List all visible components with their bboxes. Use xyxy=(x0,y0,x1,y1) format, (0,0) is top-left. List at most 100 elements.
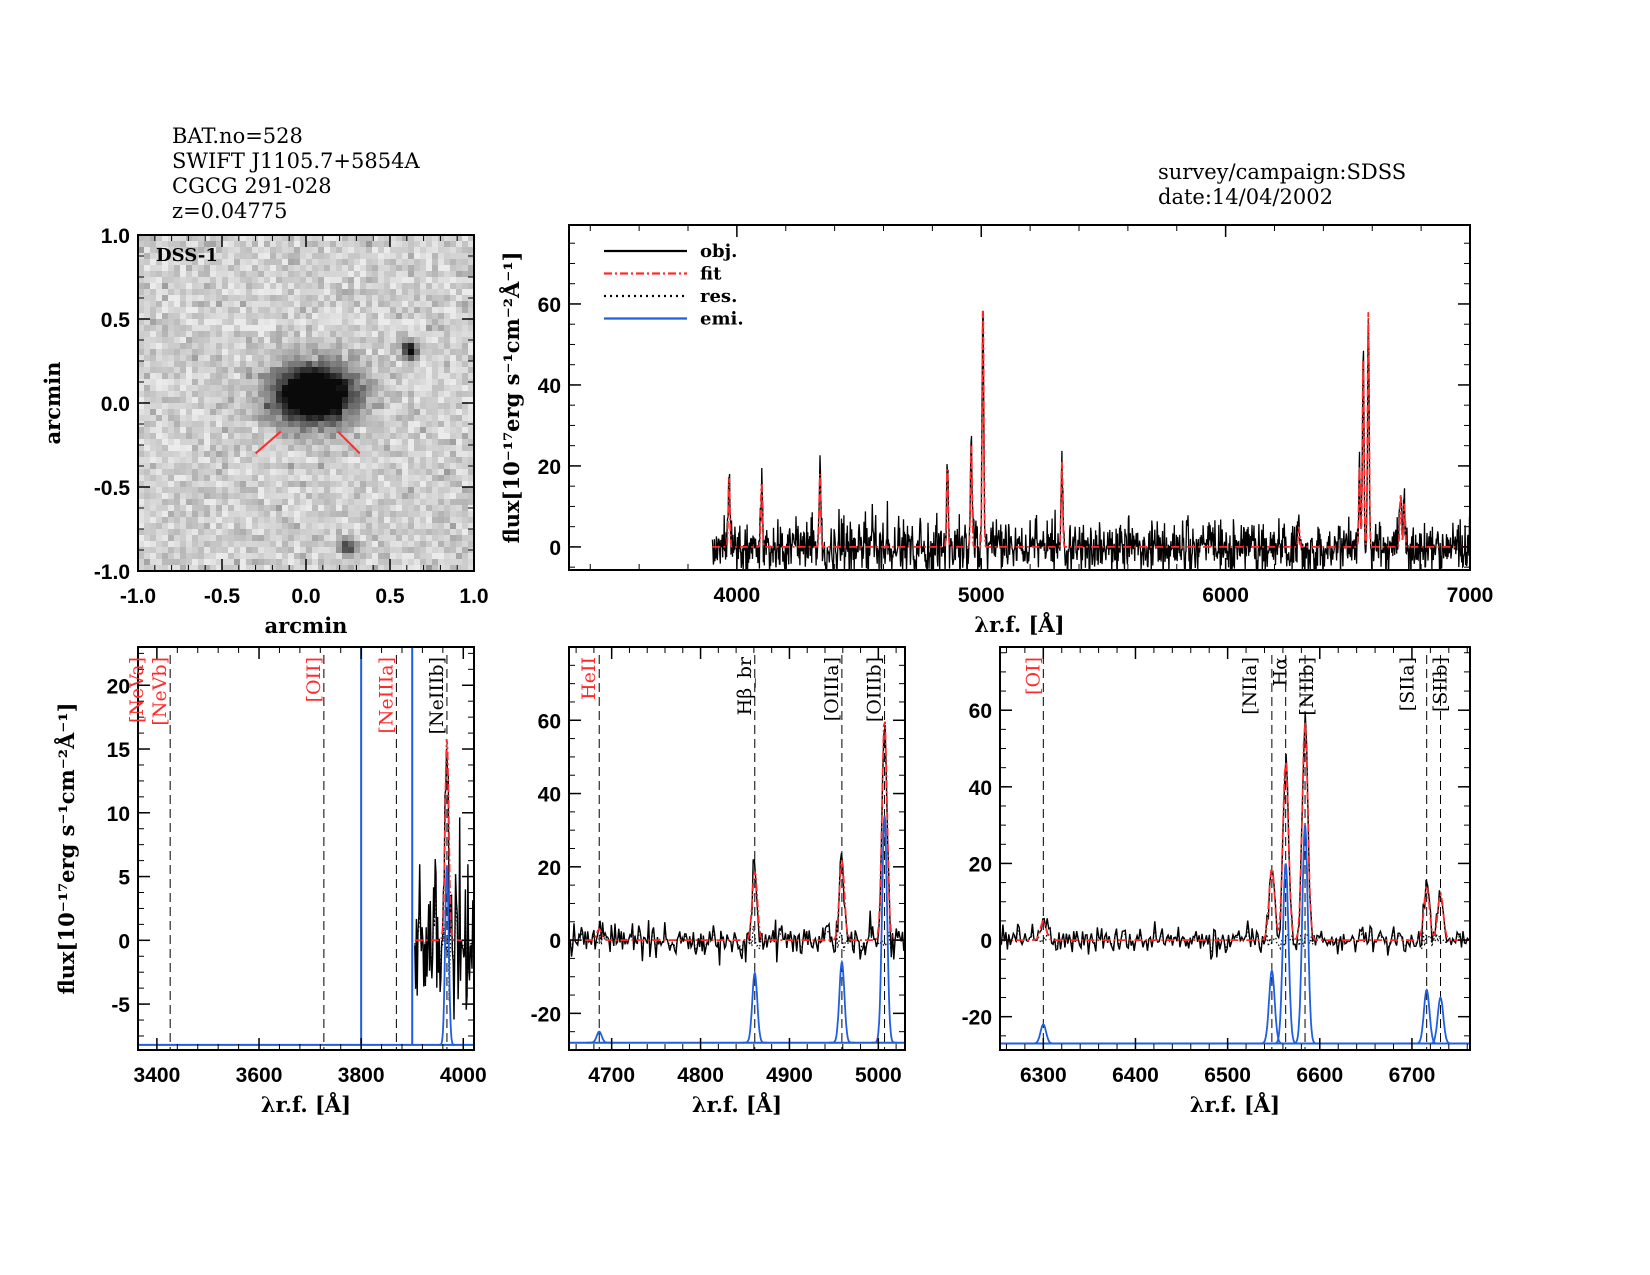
image-pixel xyxy=(330,523,337,530)
image-pixel xyxy=(204,373,211,380)
image-pixel xyxy=(198,541,205,548)
image-pixel xyxy=(174,349,181,356)
image-pixel xyxy=(270,451,277,458)
image-pixel xyxy=(276,493,283,500)
image-pixel xyxy=(180,481,187,488)
image-pixel xyxy=(222,325,229,332)
image-pixel xyxy=(288,523,295,530)
image-pixel xyxy=(282,325,289,332)
image-pixel xyxy=(156,511,163,518)
image-pixel xyxy=(444,259,451,266)
image-pixel xyxy=(270,547,277,554)
image-pixel xyxy=(258,529,265,536)
image-pixel xyxy=(378,403,385,410)
image-pixel xyxy=(312,499,319,506)
image-pixel xyxy=(324,505,331,512)
image-pixel xyxy=(318,379,325,386)
image-pixel xyxy=(366,259,373,266)
image-pixel xyxy=(198,361,205,368)
image-pixel xyxy=(318,271,325,278)
image-pixel xyxy=(402,295,409,302)
image-pixel xyxy=(174,409,181,416)
image-pixel xyxy=(198,253,205,260)
image-pixel xyxy=(432,265,439,272)
image-pixel xyxy=(330,457,337,464)
image-pixel xyxy=(468,313,475,320)
image-pixel xyxy=(282,439,289,446)
image-pixel xyxy=(432,505,439,512)
image-pixel xyxy=(432,565,439,572)
image-pixel xyxy=(462,439,469,446)
image-pixel xyxy=(432,343,439,350)
image-pixel xyxy=(330,361,337,368)
image-pixel xyxy=(402,253,409,260)
image-pixel xyxy=(372,505,379,512)
image-pixel xyxy=(246,397,253,404)
image-pixel xyxy=(150,331,157,338)
image-pixel xyxy=(204,511,211,518)
image-pixel xyxy=(282,433,289,440)
image-pixel xyxy=(312,367,319,374)
image-pixel xyxy=(264,271,271,278)
image-pixel xyxy=(402,451,409,458)
image-pixel xyxy=(330,403,337,410)
image-pixel xyxy=(396,271,403,278)
image-pixel xyxy=(258,355,265,362)
fit-spectrum-line xyxy=(712,310,1470,548)
image-pixel xyxy=(348,415,355,422)
image-pixel xyxy=(360,295,367,302)
image-pixel xyxy=(264,313,271,320)
image-pixel xyxy=(276,505,283,512)
image-pixel xyxy=(270,493,277,500)
image-pixel xyxy=(204,541,211,548)
image-pixel xyxy=(462,547,469,554)
image-pixel xyxy=(282,523,289,530)
image-pixel xyxy=(306,385,313,392)
image-pixel xyxy=(252,517,259,524)
image-pixel xyxy=(156,307,163,314)
image-pixel xyxy=(306,565,313,572)
image-pixel xyxy=(282,457,289,464)
image-pixel xyxy=(336,355,343,362)
image-pixel xyxy=(210,445,217,452)
image-pixel xyxy=(264,331,271,338)
image-pixel xyxy=(456,499,463,506)
image-pixel xyxy=(174,427,181,434)
image-pixel xyxy=(420,493,427,500)
image-pixel xyxy=(372,409,379,416)
image-pixel xyxy=(300,523,307,530)
image-pixel xyxy=(258,409,265,416)
image-pixel xyxy=(426,355,433,362)
image-pixel xyxy=(144,439,151,446)
image-pixel xyxy=(360,415,367,422)
image-pixel xyxy=(186,325,193,332)
image-pixel xyxy=(216,463,223,470)
image-pixel xyxy=(168,535,175,542)
image-pixel xyxy=(198,475,205,482)
image-pixel xyxy=(168,433,175,440)
image-pixel xyxy=(444,271,451,278)
image-pixel xyxy=(252,535,259,542)
image-pixel xyxy=(300,397,307,404)
image-pixel xyxy=(288,517,295,524)
image-pixel xyxy=(420,259,427,266)
image-pixel xyxy=(150,247,157,254)
image-pixel xyxy=(294,385,301,392)
image-pixel xyxy=(342,331,349,338)
image-pixel xyxy=(216,295,223,302)
image-pixel xyxy=(150,283,157,290)
image-pixel xyxy=(264,319,271,326)
image-pixel xyxy=(354,241,361,248)
image-pixel xyxy=(354,469,361,476)
image-pixel xyxy=(294,415,301,422)
image-pixel xyxy=(204,547,211,554)
image-pixel xyxy=(228,259,235,266)
image-pixel xyxy=(270,349,277,356)
image-pixel xyxy=(246,307,253,314)
image-pixel xyxy=(384,361,391,368)
image-pixel xyxy=(450,325,457,332)
image-pixel xyxy=(288,499,295,506)
image-pixel xyxy=(450,535,457,542)
image-pixel xyxy=(438,247,445,254)
